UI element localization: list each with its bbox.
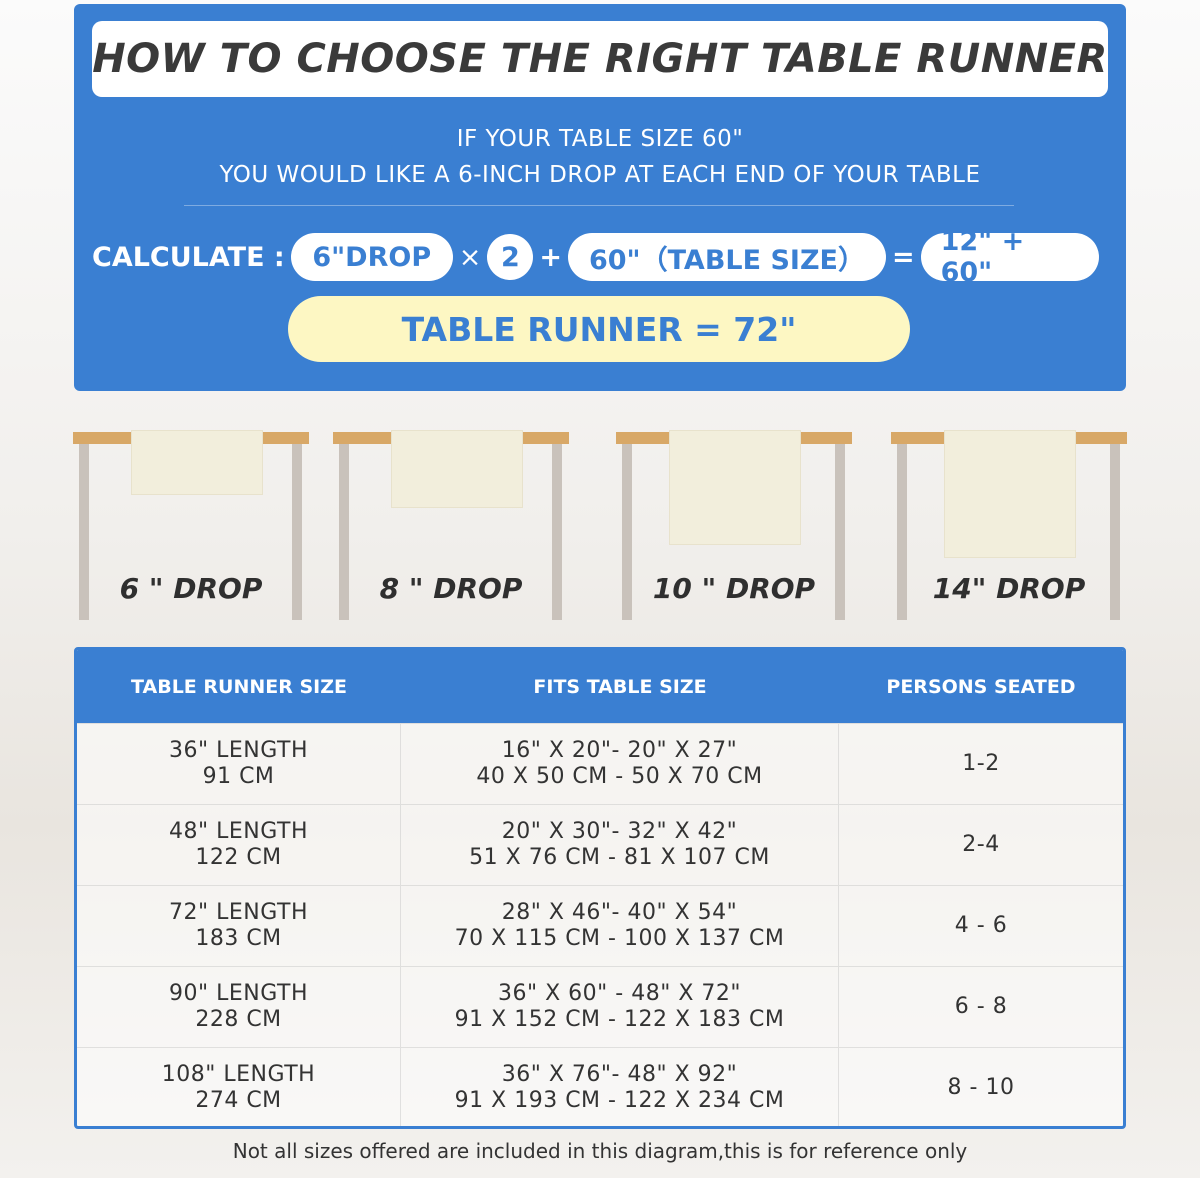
table-row: 48" LENGTH 122 CM 20" X 30"- 32" X 42" 51 … [77,804,1123,885]
table-row: 36" LENGTH 91 CM 16" X 20"- 20" X 27" 40 X… [77,723,1123,804]
times-sign: × [458,241,482,273]
calculate-label: CALCULATE : [92,241,285,273]
page-title: HOW TO CHOOSE THE RIGHT TABLE RUNNER [92,21,1108,97]
subtitle-line-2: YOU WOULD LIKE A 6-INCH DROP AT EACH END… [219,162,981,188]
fits-inches: 28" X 46"- 40" X 54" [501,900,738,925]
calculation-panel: HOW TO CHOOSE THE RIGHT TABLE RUNNER IF … [74,4,1126,391]
header-runner-size: TABLE RUNNER SIZE [131,675,347,698]
persons-seated-cell: 2-4 [962,832,1000,857]
length-inches: 90" LENGTH [169,981,308,1006]
table-row: 108" LENGTH 274 CM 36" X 76"- 48" X 92" 91… [77,1047,1123,1126]
runner-drop [669,430,801,545]
length-inches: 48" LENGTH [169,819,308,844]
runner-size-cell: 108" LENGTH 274 CM [77,1048,401,1126]
plus-sign: + [539,241,562,273]
footnote: Not all sizes offered are included in th… [232,1139,968,1163]
length-cm: 274 CM [195,1088,282,1113]
result-pill: TABLE RUNNER = 72" [288,296,910,362]
runner-size-cell: 36" LENGTH 91 CM [77,724,401,804]
sum-pill: 12" + 60" [920,226,1099,288]
length-cm: 228 CM [195,1007,282,1032]
drop-label: 14" DROP [932,572,1086,605]
calculation-row: CALCULATE : 6"DROP × 2 + 60"（TABLE SIZE）… [92,226,1099,288]
drop-label: 10 " DROP [652,572,816,605]
fits-inches: 20" X 30"- 32" X 42" [501,819,738,844]
table-size-pill: 60"（TABLE SIZE） [567,233,886,281]
fits-table-cell: 36" X 60" - 48" X 72" 91 X 152 CM - 122 X… [401,967,839,1047]
runner-size-cell: 72" LENGTH 183 CM [77,886,401,966]
table-row: 90" LENGTH 228 CM 36" X 60" - 48" X 72" 91… [77,966,1123,1047]
fits-inches: 36" X 60" - 48" X 72" [498,981,741,1006]
drop-label: 8 " DROP [379,572,523,605]
runner-size-cell: 48" LENGTH 122 CM [77,805,401,885]
table-leg [552,444,562,620]
subtitle-line-1: IF YOUR TABLE SIZE 60" [456,126,744,152]
fits-table-cell: 36" X 76"- 48" X 92" 91 X 193 CM - 122 X … [401,1048,839,1126]
fits-cm: 51 X 76 CM - 81 X 107 CM [469,845,770,870]
fits-inches: 36" X 76"- 48" X 92" [501,1062,738,1087]
header-fits-table-size: FITS TABLE SIZE [533,675,707,698]
header-persons-seated: PERSONS SEATED [886,675,1076,698]
table-leg [622,444,632,620]
length-cm: 122 CM [195,845,282,870]
drop-diagram: 6 " DROP [73,430,309,622]
drop-diagram: 10 " DROP [616,430,852,622]
runner-drop [131,430,263,495]
table-leg [292,444,302,620]
fits-cm: 91 X 193 CM - 122 X 234 CM [454,1088,785,1113]
equals-sign: = [891,241,915,273]
fits-cm: 70 X 115 CM - 100 X 137 CM [454,926,785,951]
divider [184,205,1014,206]
table-leg [835,444,845,620]
fits-table-cell: 16" X 20"- 20" X 27" 40 X 50 CM - 50 X 70… [401,724,839,804]
persons-seated-cell: 1-2 [962,751,1000,776]
length-inches: 36" LENGTH [169,738,308,763]
fits-table-cell: 20" X 30"- 32" X 42" 51 X 76 CM - 81 X 10… [401,805,839,885]
runner-size-cell: 90" LENGTH 228 CM [77,967,401,1047]
table-header: TABLE RUNNER SIZE FITS TABLE SIZE PERSON… [77,650,1123,723]
fits-inches: 16" X 20"- 20" X 27" [501,738,738,763]
drop-diagram: 14" DROP [891,430,1127,622]
fits-cm: 91 X 152 CM - 122 X 183 CM [454,1007,785,1032]
persons-seated-cell: 6 - 8 [954,994,1008,1019]
runner-drop [391,430,523,508]
persons-seated-cell: 8 - 10 [947,1075,1015,1100]
drop-label: 6 " DROP [119,572,263,605]
table-leg [897,444,907,620]
size-table: TABLE RUNNER SIZE FITS TABLE SIZE PERSON… [74,647,1126,1129]
length-cm: 183 CM [195,926,282,951]
fits-table-cell: 28" X 46"- 40" X 54" 70 X 115 CM - 100 X … [401,886,839,966]
table-row: 72" LENGTH 183 CM 28" X 46"- 40" X 54" 70 … [77,885,1123,966]
table-leg [1110,444,1120,620]
fits-cm: 40 X 50 CM - 50 X 70 CM [476,764,763,789]
persons-seated-cell: 4 - 6 [954,913,1008,938]
table-leg [339,444,349,620]
drop-pill: 6"DROP [290,233,453,281]
drop-diagram: 8 " DROP [333,430,569,622]
table-leg [79,444,89,620]
length-inches: 72" LENGTH [169,900,308,925]
length-cm: 91 CM [202,764,275,789]
length-inches: 108" LENGTH [161,1062,316,1087]
multiplier-pill: 2 [487,234,534,280]
runner-drop [944,430,1076,558]
